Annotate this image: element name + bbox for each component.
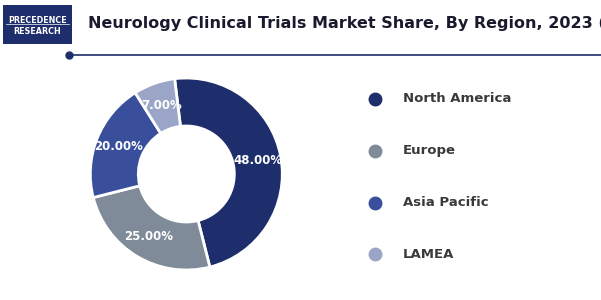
Text: PRECEDENCE: PRECEDENCE — [8, 16, 67, 26]
Wedge shape — [90, 93, 160, 197]
Text: North America: North America — [403, 92, 511, 105]
Text: Asia Pacific: Asia Pacific — [403, 196, 489, 209]
Text: RESEARCH: RESEARCH — [14, 27, 61, 36]
Text: LAMEA: LAMEA — [403, 248, 454, 261]
Text: 20.00%: 20.00% — [94, 140, 143, 153]
Text: Neurology Clinical Trials Market Share, By Region, 2023 (%): Neurology Clinical Trials Market Share, … — [88, 16, 601, 31]
Text: 7.00%: 7.00% — [141, 99, 182, 112]
Wedge shape — [175, 78, 282, 267]
Text: Europe: Europe — [403, 144, 456, 157]
Wedge shape — [135, 79, 180, 134]
Wedge shape — [93, 186, 210, 270]
Text: 48.00%: 48.00% — [233, 154, 282, 167]
Text: 25.00%: 25.00% — [124, 230, 174, 243]
